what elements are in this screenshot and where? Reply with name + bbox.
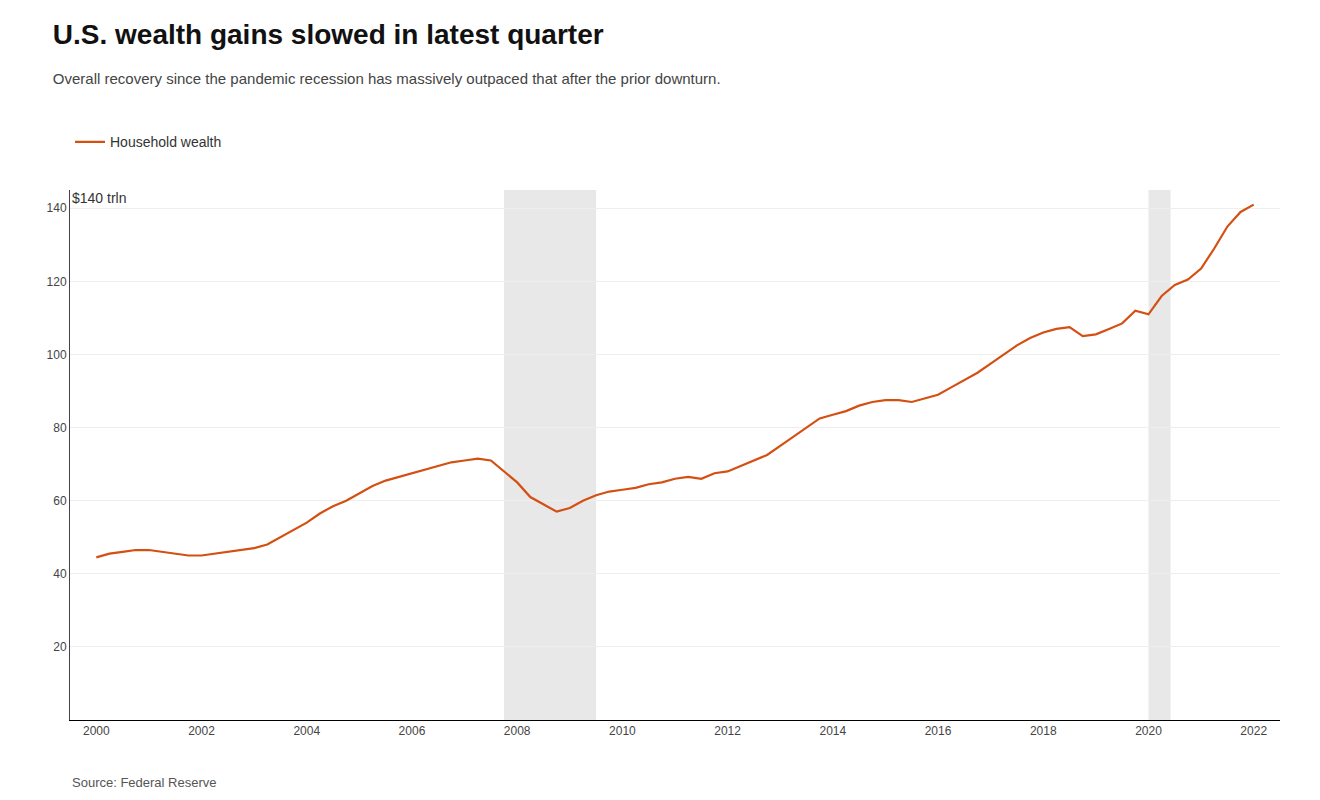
svg-text:2000: 2000 [83,724,110,738]
svg-text:2012: 2012 [714,724,741,738]
svg-text:2004: 2004 [293,724,320,738]
svg-text:2018: 2018 [1030,724,1057,738]
svg-text:$140 trln: $140 trln [72,190,126,206]
svg-text:Household wealth: Household wealth [110,134,221,150]
svg-text:2014: 2014 [819,724,846,738]
svg-text:80: 80 [53,421,67,435]
svg-text:2002: 2002 [188,724,215,738]
svg-text:2010: 2010 [609,724,636,738]
svg-text:140: 140 [47,201,67,215]
svg-text:2016: 2016 [925,724,952,738]
svg-text:U.S. wealth gains slowed in la: U.S. wealth gains slowed in latest quart… [53,19,604,50]
svg-text:40: 40 [53,567,67,581]
svg-text:Source: Federal Reserve: Source: Federal Reserve [72,775,217,790]
svg-text:100: 100 [47,348,67,362]
svg-text:60: 60 [53,494,67,508]
svg-text:2020: 2020 [1135,724,1162,738]
svg-text:20: 20 [53,640,67,654]
svg-text:2006: 2006 [399,724,426,738]
svg-text:Overall recovery since the pan: Overall recovery since the pandemic rece… [53,70,721,87]
svg-text:120: 120 [47,275,67,289]
svg-text:2008: 2008 [504,724,531,738]
svg-text:2022: 2022 [1240,724,1267,738]
